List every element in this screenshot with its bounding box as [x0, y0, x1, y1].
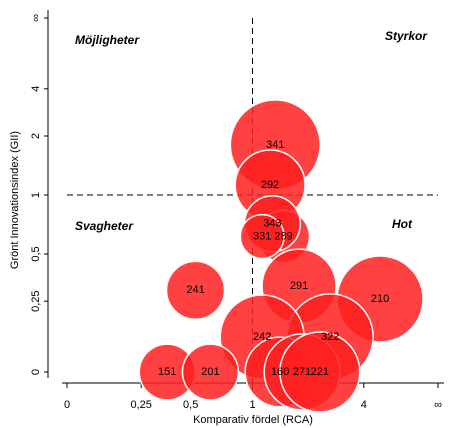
x-tick-label: 0: [64, 399, 70, 411]
x-axis-title: Komparativ fördel (RCA): [193, 414, 313, 426]
y-tick-label: ∞: [30, 14, 42, 22]
bubble-label: 151: [158, 366, 176, 378]
y-axis-title: Grönt Innovationsindex (GII): [9, 131, 21, 269]
quadrant-label: Hot: [392, 217, 413, 231]
bubble-label: 221: [311, 366, 329, 378]
bubble-label: 271: [293, 366, 311, 378]
y-tick-label: 0,25: [30, 290, 42, 311]
x-tick-label: 4: [361, 399, 367, 411]
y-tick-label: 1: [30, 192, 42, 198]
x-tick-label: 0,25: [130, 399, 151, 411]
bubble: [181, 343, 240, 401]
bubble: [279, 331, 361, 413]
bubble-label: 343: [263, 218, 281, 230]
x-tick-label: 0,5: [183, 399, 198, 411]
bubble-label: 331: [253, 230, 271, 242]
quadrant-label: Styrkor: [385, 29, 428, 43]
bubble: [239, 213, 285, 260]
x-tick-label: ∞: [434, 399, 442, 411]
bubble-label: 201: [201, 366, 219, 378]
quadrant-label: Möjligheter: [75, 33, 140, 47]
bubble-label: 289: [274, 230, 292, 242]
bubble: [165, 260, 226, 321]
y-tick-label: 0,5: [30, 246, 42, 261]
y-tick-label: 0: [30, 369, 42, 375]
bubble-label: 160: [271, 366, 289, 378]
bubble-label: 291: [290, 280, 308, 292]
y-tick-label: 2: [30, 133, 42, 139]
bubble-label: 341: [266, 139, 284, 151]
y-tick-label: 4: [30, 86, 42, 92]
bubble-label: 241: [186, 284, 204, 296]
bubble-label: 292: [261, 179, 279, 191]
bubble-label: 242: [253, 331, 271, 343]
x-tick-label: 1: [249, 399, 255, 411]
bubble-label: 210: [371, 293, 389, 305]
quadrant-label: Svagheter: [75, 219, 134, 233]
bubble-label: 322: [321, 331, 339, 343]
